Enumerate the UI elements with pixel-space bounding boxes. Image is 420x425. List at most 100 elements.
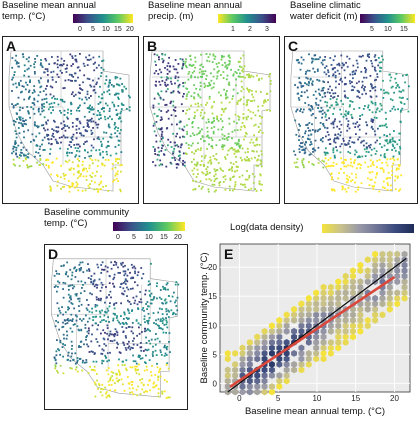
map-cell	[352, 64, 355, 67]
map-cell	[182, 135, 184, 138]
map-cell	[80, 267, 82, 269]
map-cell	[269, 109, 271, 112]
map-cell	[132, 340, 134, 342]
map-cell	[171, 295, 174, 298]
hexbin-cell	[364, 278, 371, 286]
map-cell	[118, 321, 120, 324]
map-cell	[199, 81, 202, 84]
map-cell	[243, 183, 246, 186]
map-cell	[163, 324, 166, 326]
map-cell	[71, 138, 74, 141]
map-cell	[369, 95, 372, 98]
map-cell	[160, 298, 163, 300]
hexbin-cell	[313, 350, 320, 357]
map-cell	[150, 338, 153, 341]
map-cell	[156, 362, 158, 365]
map-cell	[342, 103, 344, 106]
map-cell	[159, 367, 162, 370]
map-cell	[58, 328, 60, 331]
map-cell	[165, 127, 168, 130]
map-cell	[83, 343, 85, 346]
map-cell	[85, 359, 88, 361]
hexbin-cell	[328, 350, 334, 357]
map-cell	[108, 294, 110, 296]
map-cell	[305, 76, 308, 79]
map-cell	[79, 268, 82, 271]
map-cell	[29, 81, 31, 83]
map-cell	[105, 146, 108, 149]
map-cell	[23, 64, 26, 67]
map-cell	[46, 70, 49, 73]
map-cell	[175, 135, 177, 138]
hexbin-cell	[261, 377, 268, 385]
hexbin-cell	[320, 289, 327, 297]
map-cell	[71, 284, 74, 287]
map-cell	[113, 103, 115, 106]
map-cell	[311, 57, 313, 60]
x-tick-label: 5	[276, 394, 281, 403]
map-cell	[74, 362, 77, 365]
map-cell	[199, 114, 202, 117]
map-cell	[215, 77, 218, 80]
map-cell	[66, 148, 69, 150]
map-cell	[82, 284, 84, 286]
map-cell	[365, 132, 368, 135]
map-cell	[166, 88, 169, 90]
map-cell	[172, 100, 175, 103]
map-cell	[157, 127, 160, 130]
map-cell	[240, 183, 242, 186]
map-cell	[79, 145, 81, 148]
map-cell	[379, 143, 381, 145]
map-cell	[75, 143, 78, 146]
map-cell	[343, 165, 346, 168]
map-cell	[329, 165, 331, 168]
map-cell	[27, 67, 30, 70]
map-cell	[344, 188, 347, 191]
map-cell	[103, 164, 106, 167]
map-cell	[358, 96, 361, 99]
map-cell	[111, 162, 114, 165]
map-cell	[310, 143, 313, 145]
map-cell	[100, 286, 103, 289]
map-cell	[154, 148, 156, 151]
map-cell	[74, 352, 77, 355]
map-cell	[358, 107, 361, 109]
map-cell	[356, 156, 359, 159]
map-cell	[401, 107, 404, 110]
map-cell	[161, 163, 164, 166]
map-cell	[365, 146, 368, 149]
map-cell	[94, 61, 96, 64]
map-cell	[242, 113, 245, 115]
map-cell	[72, 167, 75, 170]
map-cell	[363, 139, 365, 142]
map-cell	[97, 266, 100, 269]
map-cell	[91, 333, 93, 336]
map-cell	[100, 108, 103, 110]
map-cell	[71, 91, 74, 94]
map-cell	[125, 327, 128, 329]
map-cell	[143, 309, 145, 312]
map-cell	[213, 190, 216, 193]
map-cell	[239, 72, 241, 75]
map-cell	[120, 129, 122, 131]
hexbin-cell	[372, 272, 378, 280]
map-cell	[320, 61, 323, 64]
map-cell	[108, 359, 110, 362]
map-cell	[309, 129, 312, 132]
map-cell	[265, 93, 268, 95]
map-cell	[92, 127, 94, 129]
map-cell	[59, 109, 61, 112]
density-legend-title: Log(data density)	[230, 222, 304, 233]
map-cell	[372, 187, 375, 190]
map-cell	[191, 126, 194, 128]
map-cell	[113, 307, 116, 310]
map-cell	[369, 90, 372, 92]
map-cell	[46, 68, 49, 71]
map-cell	[260, 150, 263, 152]
map-cell	[105, 286, 107, 288]
map-cell	[107, 85, 110, 88]
map-cell	[152, 345, 154, 348]
map-cell	[214, 55, 217, 58]
map-cell	[54, 359, 57, 362]
map-cell	[107, 373, 110, 376]
